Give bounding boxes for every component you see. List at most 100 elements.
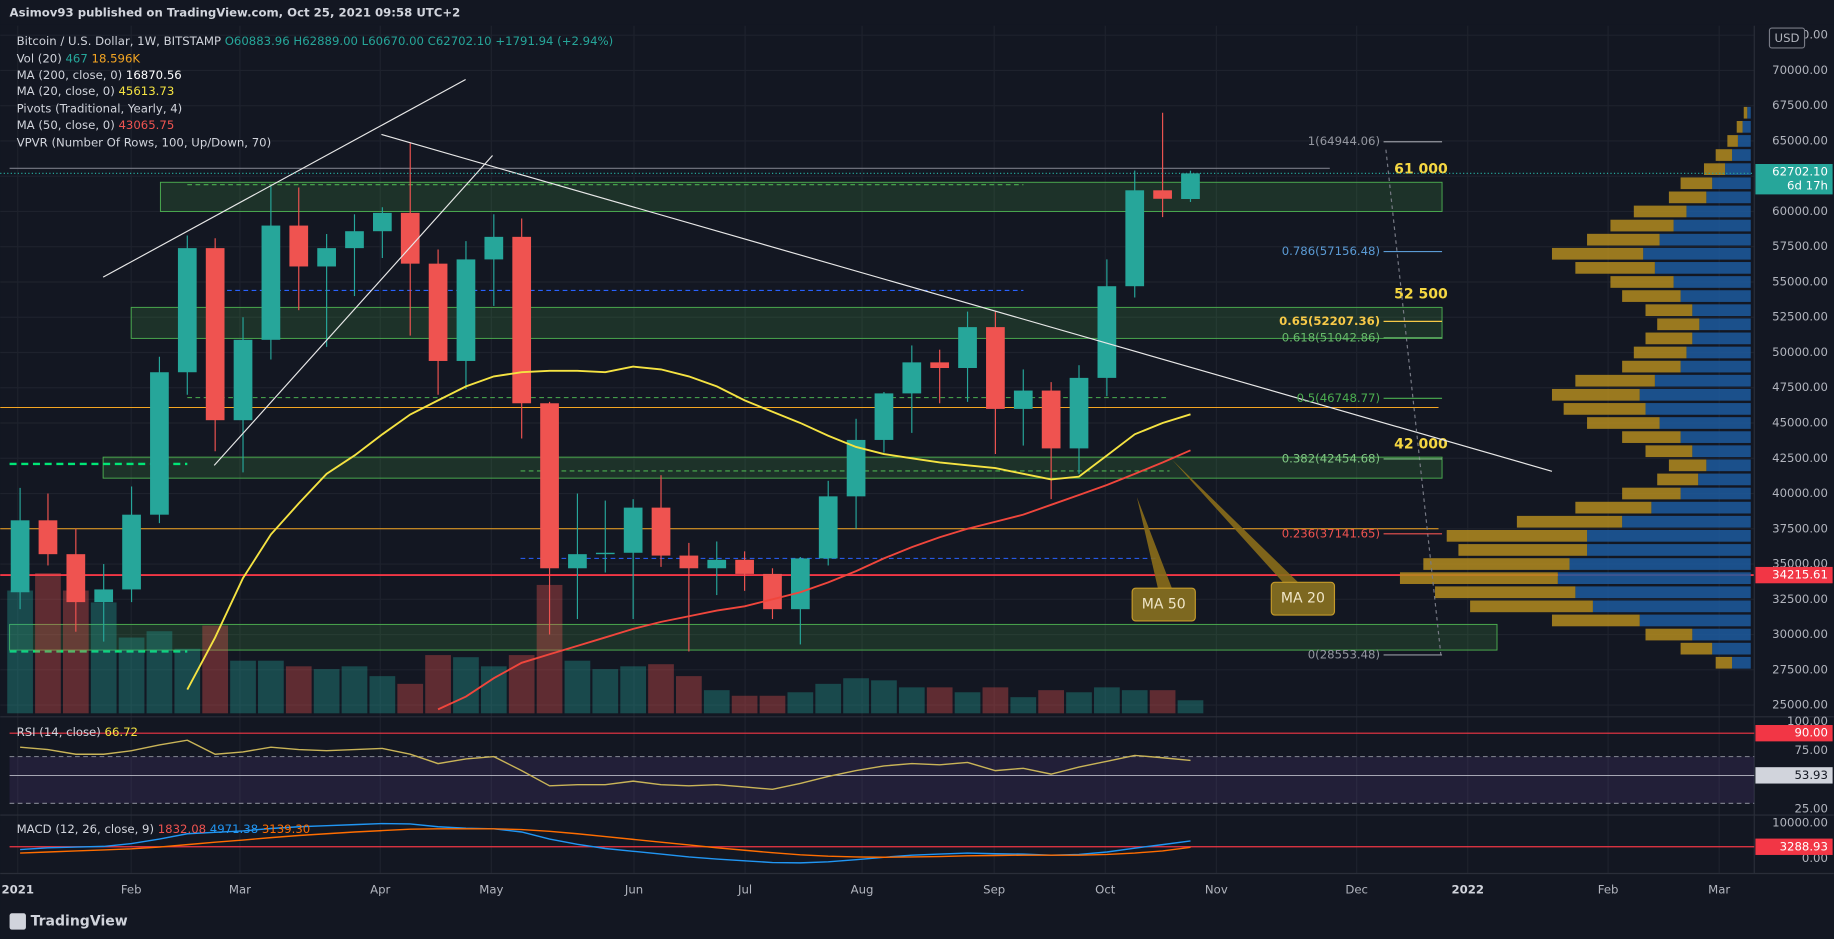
volume-bar xyxy=(341,666,368,714)
vp-up xyxy=(1686,346,1751,359)
rsi-tick-label: 100.00 xyxy=(1787,714,1828,728)
macd-tick-label: 10000.00 xyxy=(1772,816,1828,830)
legend-value: +1791.94 (+2.94%) xyxy=(495,33,613,47)
candle-body xyxy=(735,559,754,574)
legend: Bitcoin / U.S. Dollar, 1W, BITSTAMP O608… xyxy=(17,33,614,835)
y-tick-label: 67500.00 xyxy=(1772,98,1828,112)
volume-bar xyxy=(1094,687,1120,714)
y-tick-label: 60000.00 xyxy=(1772,204,1828,218)
vp-up xyxy=(1692,304,1751,317)
legend-row: Pivots (Traditional, Yearly, 4) xyxy=(17,101,183,115)
volume-bar xyxy=(1149,690,1176,714)
x-tick-label: Jun xyxy=(624,882,643,896)
macd-line xyxy=(20,828,1191,858)
legend-value: 66.72 xyxy=(105,725,138,739)
volume-bar xyxy=(787,692,814,714)
y-tick-label: 57500.00 xyxy=(1772,239,1828,253)
annotation-box xyxy=(1131,587,1196,622)
y-tick-label: 65000.00 xyxy=(1772,133,1828,147)
x-tick-label: Feb xyxy=(121,882,142,896)
volume-bar xyxy=(703,690,730,714)
rsi-marker-label: 53.93 xyxy=(1794,768,1827,782)
candle-body xyxy=(902,362,922,394)
legend-row: RSI (14, close) 66.72 xyxy=(17,725,138,739)
candle-body xyxy=(289,225,309,267)
rsi-panel: 100.00 75.00 25.00 90.00 53.93 xyxy=(9,714,1833,816)
vp-down xyxy=(1680,177,1713,190)
logo: TradingView xyxy=(31,913,128,929)
fib-label: 0.236(37141.65) xyxy=(1282,526,1380,540)
legend-label: MA (200, close, 0) xyxy=(17,67,123,81)
vp-up xyxy=(1654,262,1751,274)
candle-body xyxy=(10,520,30,593)
candle-body xyxy=(317,248,336,267)
x-tick-label: Aug xyxy=(851,882,874,896)
volume-bar xyxy=(174,648,201,714)
y-tick-label: 32500.00 xyxy=(1772,592,1828,606)
volume-profile xyxy=(1399,106,1751,669)
vp-up xyxy=(1698,473,1751,486)
zone xyxy=(102,456,1443,479)
vp-down xyxy=(1458,544,1588,556)
y-tick-label: 47500.00 xyxy=(1772,380,1828,394)
level-box xyxy=(1755,566,1833,584)
legend-value: 1832.08 xyxy=(158,822,206,836)
volume-bar xyxy=(397,683,424,714)
candle-body xyxy=(1181,173,1200,199)
volume-bar xyxy=(954,692,981,714)
rsi-tick-label: 25.00 xyxy=(1794,802,1827,816)
vp-down xyxy=(1622,431,1681,443)
vp-up xyxy=(1673,276,1751,288)
legend-label: MACD (12, 26, close, 9) xyxy=(17,822,154,836)
vp-up xyxy=(1725,163,1751,176)
candle-body xyxy=(94,589,114,603)
fibonacci: 1(64944.06) 0.786(57156.48) 0.65(52207.36)… xyxy=(1279,134,1443,661)
annotation-arrows xyxy=(1136,459,1299,589)
volume-bar xyxy=(230,660,256,714)
level-label: 34215.61 xyxy=(1772,568,1828,582)
rsi-line xyxy=(20,739,1191,791)
candle-body xyxy=(679,555,699,569)
x-tick-label: Feb xyxy=(1598,882,1619,896)
vp-down xyxy=(1715,656,1733,669)
vp-down xyxy=(1399,572,1558,584)
vp-down xyxy=(1423,558,1570,570)
vp-down xyxy=(1610,276,1674,288)
candle-body xyxy=(1041,390,1061,449)
vp-up xyxy=(1706,459,1751,472)
rsi-upper-label: 90.00 xyxy=(1794,726,1827,740)
candle-body xyxy=(790,558,810,610)
vp-up xyxy=(1692,628,1751,641)
vp-down xyxy=(1575,501,1652,514)
candle-body xyxy=(456,259,476,361)
vp-down xyxy=(1587,417,1660,429)
last-price-box xyxy=(1755,164,1833,195)
vp-up xyxy=(1557,572,1751,584)
candle-body xyxy=(400,212,420,264)
candle-body xyxy=(568,554,587,569)
candle-body xyxy=(1097,286,1117,378)
vp-down xyxy=(1563,403,1646,415)
x-tick-label: Mar xyxy=(229,882,251,896)
vp-down xyxy=(1622,487,1681,500)
x-tick-label: Oct xyxy=(1095,882,1116,896)
vp-up xyxy=(1680,290,1751,302)
vp-down xyxy=(1727,135,1738,147)
vp-down xyxy=(1657,318,1700,331)
vp-up xyxy=(1645,403,1751,415)
vp-down xyxy=(1633,205,1687,218)
legend-value: C62702.10 xyxy=(428,33,492,47)
vp-up xyxy=(1654,374,1751,387)
volume-bar xyxy=(313,669,340,714)
ma-line xyxy=(186,365,1191,691)
vp-down xyxy=(1622,360,1681,373)
vp-down xyxy=(1668,191,1707,204)
candle-body xyxy=(38,520,58,555)
macd-marker-label: 3288.93 xyxy=(1780,839,1828,853)
vp-up xyxy=(1639,614,1751,627)
legend-value: 467 xyxy=(66,51,88,65)
x-tick-label: Mar xyxy=(1708,882,1730,896)
candle-body xyxy=(205,248,225,421)
